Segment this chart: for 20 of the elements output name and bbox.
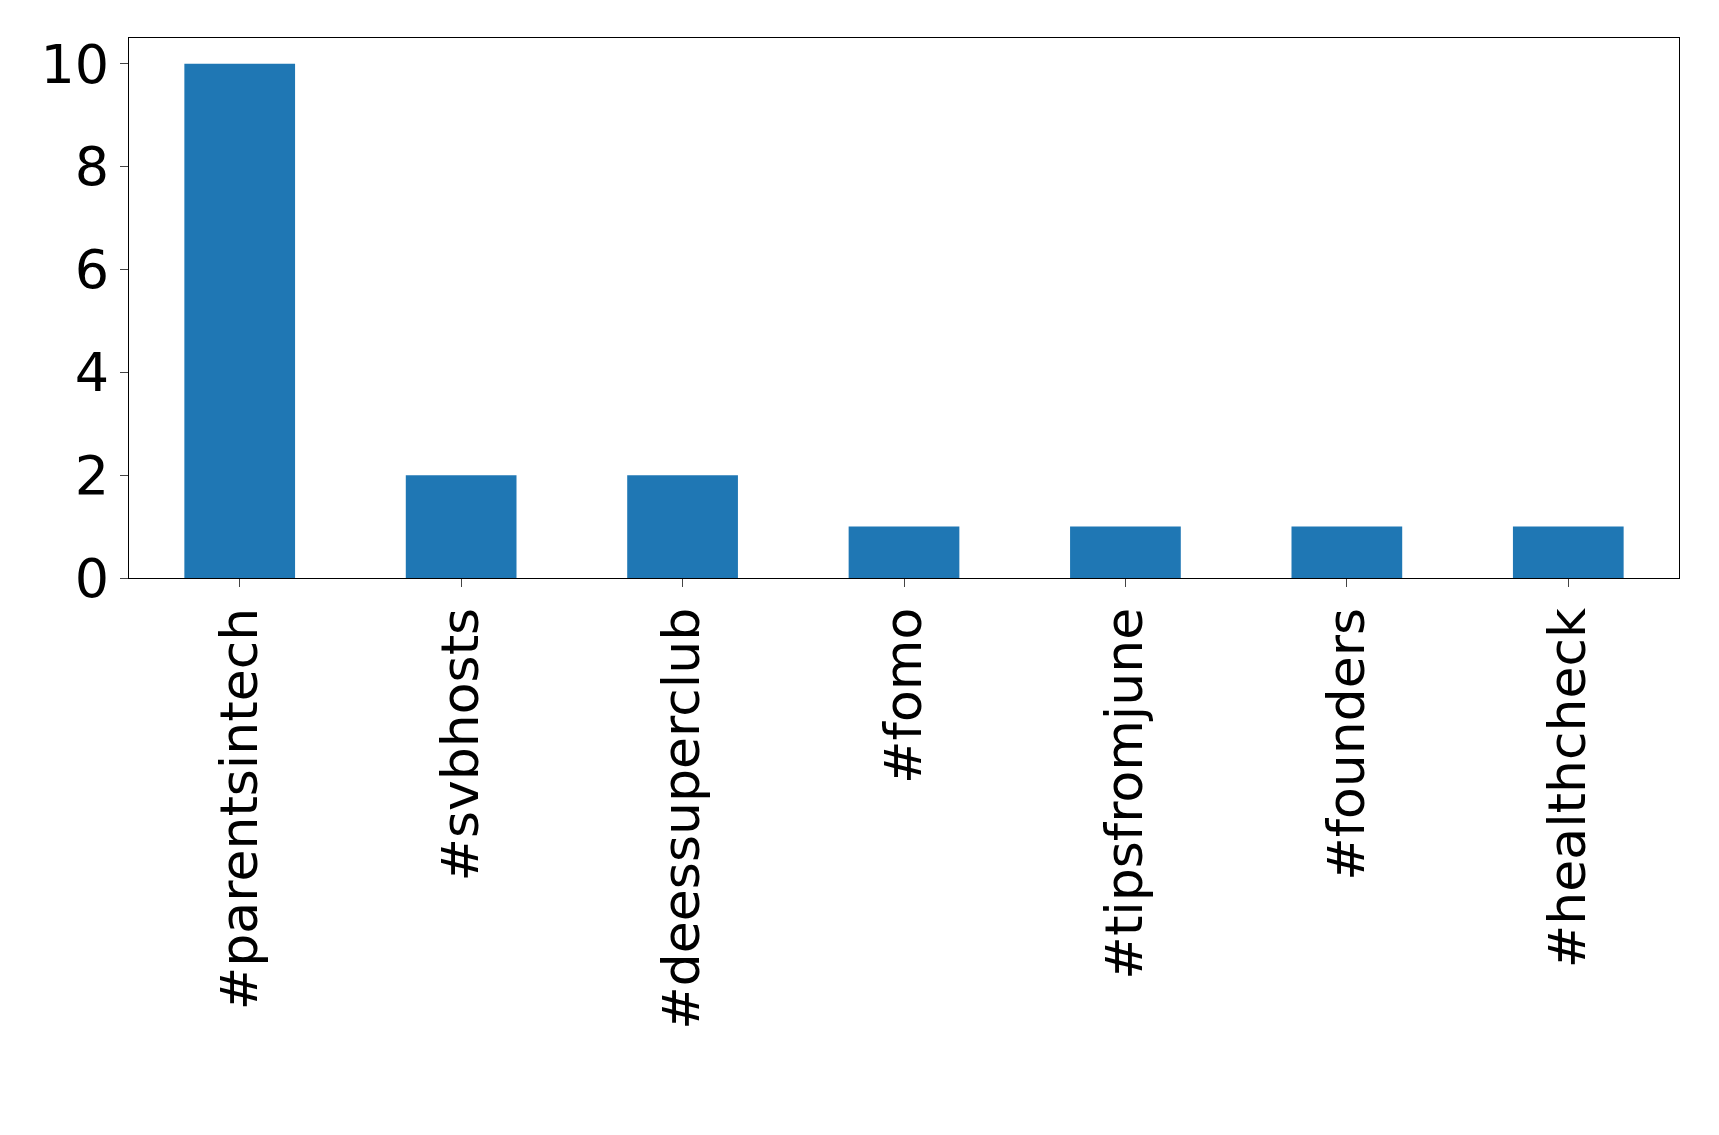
bar — [405, 475, 517, 578]
bar — [1512, 526, 1624, 578]
bar — [1291, 526, 1403, 578]
bar — [1070, 526, 1181, 578]
x-tick-label: #tipsfromjune — [1094, 607, 1155, 980]
bar — [184, 63, 296, 578]
y-tick-label: 6 — [74, 238, 110, 302]
y-tick-label: 2 — [74, 444, 110, 508]
x-tick-label: #parentsintech — [208, 607, 269, 1011]
bar — [848, 526, 960, 578]
x-tick-label: #healthcheck — [1537, 607, 1598, 969]
bar — [627, 475, 738, 578]
y-tick-label: 8 — [74, 135, 110, 199]
y-tick-label: 10 — [40, 32, 110, 96]
y-tick-label: 0 — [74, 546, 110, 610]
x-tick-label: #svbhosts — [430, 607, 491, 882]
y-tick-label: 4 — [74, 341, 110, 405]
x-tick-label: #founders — [1315, 607, 1376, 881]
x-tick-label: #fomo — [872, 607, 933, 784]
x-tick-label: #deessuperclub — [651, 607, 712, 1030]
